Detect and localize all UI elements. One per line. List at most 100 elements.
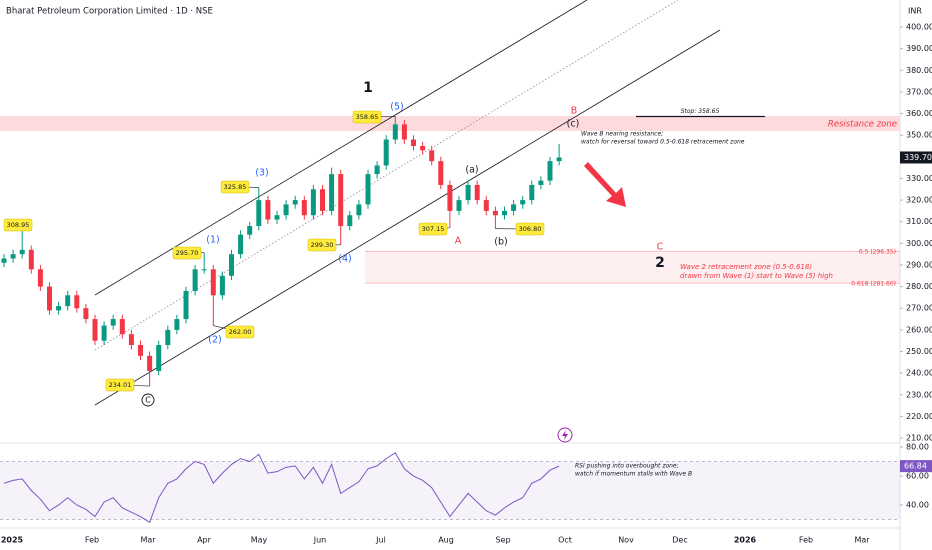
callout-box xyxy=(225,325,255,339)
candle-body xyxy=(383,139,389,166)
candle-body xyxy=(165,329,171,346)
candle-body xyxy=(492,210,498,216)
candle-body xyxy=(83,308,89,320)
channel-lower xyxy=(94,29,721,406)
candle-body xyxy=(502,210,507,216)
wave-label: (5) xyxy=(390,102,403,113)
candle-body xyxy=(56,306,62,311)
y-tick-label: 230.00 xyxy=(906,390,932,399)
down-arrow xyxy=(584,162,626,207)
candle-body xyxy=(229,254,234,276)
x-tick-label: Sep xyxy=(495,536,510,545)
event-icon[interactable] xyxy=(557,427,573,443)
candle-body xyxy=(238,234,244,255)
candle-body xyxy=(511,204,517,211)
callout-label: 234.01 xyxy=(109,381,132,389)
currency-label: INR xyxy=(908,7,922,16)
x-tick-label: May xyxy=(251,536,268,545)
retracement-zone xyxy=(365,251,900,284)
candle-body xyxy=(301,200,307,216)
callout-label: 262.00 xyxy=(229,328,252,336)
x-tick-label: Feb xyxy=(85,536,99,545)
candle-body xyxy=(329,174,335,211)
wave-label: 2 xyxy=(655,255,665,271)
y-tick-label: 210.00 xyxy=(906,434,932,443)
callout-box xyxy=(418,222,448,236)
last-price-tag xyxy=(900,151,932,164)
wave-label: (1) xyxy=(206,235,219,246)
stop-label: Stop: 358.65 xyxy=(681,108,720,115)
candle-body xyxy=(465,184,471,201)
candle-body xyxy=(47,286,52,311)
candle-body xyxy=(547,161,553,181)
callout-box xyxy=(172,246,202,260)
rsi-line xyxy=(3,452,560,524)
rsi-tick-label: 40.00 xyxy=(906,500,929,509)
y-tick-label: 250.00 xyxy=(906,347,932,356)
y-tick-label: 320.00 xyxy=(906,196,932,205)
candle-body xyxy=(356,204,362,216)
x-tick-label: 2025 xyxy=(1,536,24,545)
note-zone: drawn from Wave (1) start to Wave (5) hi… xyxy=(680,272,833,280)
callout-label: 295.70 xyxy=(176,249,199,257)
y-tick-label: 380.00 xyxy=(906,66,932,75)
note-zone: Wave 2 retracement zone (0.5-0.618) xyxy=(680,263,812,271)
candle-body xyxy=(347,215,353,227)
candle-body xyxy=(256,200,262,227)
candle-body xyxy=(138,345,143,356)
candle-body xyxy=(37,269,43,287)
y-tick-label: 280.00 xyxy=(906,282,932,291)
y-tick-label: 220.00 xyxy=(906,412,932,421)
x-tick-label: Nov xyxy=(618,536,634,545)
candle-body xyxy=(201,269,207,271)
wave-label: C xyxy=(657,242,664,253)
y-tick-label: 300.00 xyxy=(906,239,932,248)
y-tick-label: 270.00 xyxy=(906,304,932,313)
wave-label: C xyxy=(145,396,151,405)
candle-body xyxy=(438,161,444,185)
callout-box xyxy=(105,378,135,392)
candle-body xyxy=(429,150,435,162)
candle-body xyxy=(247,226,253,235)
y-tick-label: 330.00 xyxy=(906,174,932,183)
y-tick-label: 390.00 xyxy=(906,44,932,53)
rsi-last-tag xyxy=(900,460,932,473)
callout-label: 358.65 xyxy=(356,113,379,121)
candle-body xyxy=(19,249,25,255)
wave-label: (4) xyxy=(338,254,351,265)
callout-box xyxy=(515,222,545,236)
candle-body xyxy=(128,334,134,346)
rsi-band xyxy=(0,461,900,520)
x-tick-label: Oct xyxy=(558,536,572,545)
candle-body xyxy=(147,355,153,371)
channel-upper xyxy=(94,0,588,296)
candle-body xyxy=(283,204,289,216)
wave-label: (a) xyxy=(465,165,478,176)
rsi-tick-label: 60.00 xyxy=(906,472,929,481)
wave-label: (c) xyxy=(567,119,580,130)
x-tick-label: Feb xyxy=(799,536,813,545)
channel-middle xyxy=(94,0,679,351)
x-tick-label: Apr xyxy=(197,536,212,545)
candle-body xyxy=(310,189,316,216)
event-icon-bolt xyxy=(562,430,568,440)
resistance-label: Resistance zone xyxy=(828,120,897,130)
candle-body xyxy=(219,275,225,296)
candle-body xyxy=(110,319,116,326)
candle-body xyxy=(411,139,416,147)
candle-body xyxy=(320,189,325,211)
candle-body xyxy=(456,200,462,211)
candle-body xyxy=(74,295,80,309)
y-tick-label: 290.00 xyxy=(906,260,932,269)
y-tick-label: 260.00 xyxy=(906,325,932,334)
candle-body xyxy=(210,269,216,296)
x-tick-label: Jun xyxy=(313,536,327,545)
candle-body xyxy=(338,174,344,227)
rsi-last-label: 66.84 xyxy=(904,462,927,471)
candle-body xyxy=(420,146,426,151)
y-tick-label: 370.00 xyxy=(906,87,932,96)
candle-body xyxy=(447,184,453,211)
wave-label: A xyxy=(455,236,462,247)
